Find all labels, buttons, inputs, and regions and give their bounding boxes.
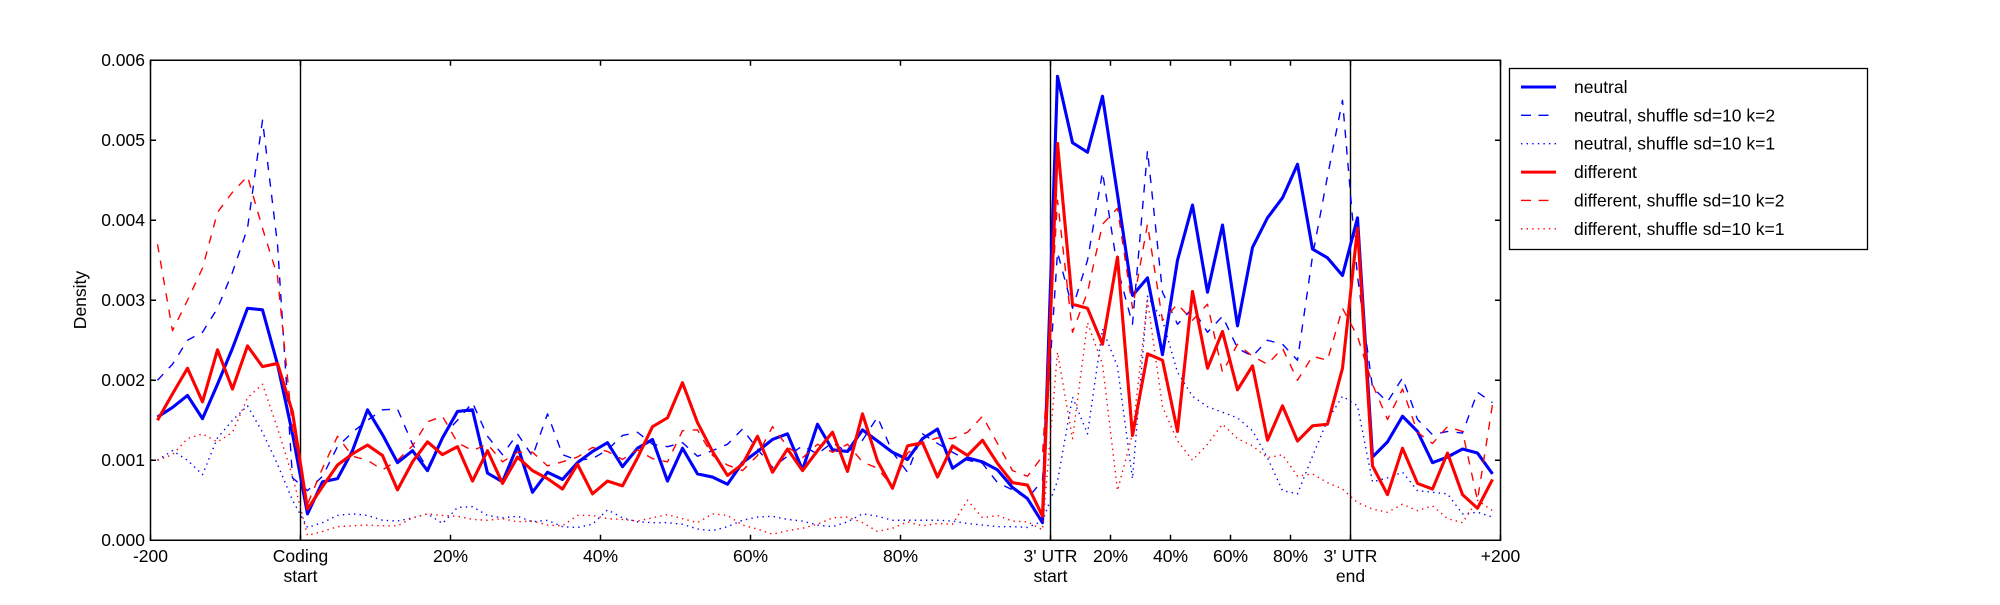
svg-text:0.006: 0.006 [101, 50, 145, 70]
svg-text:60%: 60% [733, 546, 768, 566]
svg-text:80%: 80% [883, 546, 918, 566]
svg-text:neutral, shuffle sd=10 k=1: neutral, shuffle sd=10 k=1 [1574, 134, 1775, 154]
svg-text:+200: +200 [1481, 546, 1521, 566]
svg-text:80%: 80% [1273, 546, 1308, 566]
svg-text:Coding: Coding [273, 546, 328, 566]
svg-text:0.003: 0.003 [101, 290, 145, 310]
svg-text:neutral, shuffle sd=10 k=2: neutral, shuffle sd=10 k=2 [1574, 105, 1775, 125]
svg-text:40%: 40% [1153, 546, 1188, 566]
svg-text:60%: 60% [1213, 546, 1248, 566]
svg-text:0.001: 0.001 [101, 450, 145, 470]
svg-text:40%: 40% [583, 546, 618, 566]
svg-text:different: different [1574, 162, 1637, 182]
svg-text:different, shuffle sd=10 k=2: different, shuffle sd=10 k=2 [1574, 190, 1784, 210]
svg-text:20%: 20% [1093, 546, 1128, 566]
svg-text:end: end [1336, 566, 1365, 586]
svg-text:3' UTR: 3' UTR [1324, 546, 1378, 566]
svg-text:Density: Density [70, 271, 90, 330]
svg-text:0.002: 0.002 [101, 370, 145, 390]
svg-text:0.004: 0.004 [101, 210, 145, 230]
svg-text:neutral: neutral [1574, 77, 1628, 97]
svg-text:20%: 20% [433, 546, 468, 566]
svg-text:3' UTR: 3' UTR [1024, 546, 1078, 566]
svg-text:start: start [283, 566, 317, 586]
svg-text:0.000: 0.000 [101, 530, 145, 550]
svg-text:different, shuffle sd=10 k=1: different, shuffle sd=10 k=1 [1574, 219, 1784, 239]
svg-text:0.005: 0.005 [101, 130, 145, 150]
svg-text:-200: -200 [133, 546, 168, 566]
svg-text:start: start [1033, 566, 1067, 586]
